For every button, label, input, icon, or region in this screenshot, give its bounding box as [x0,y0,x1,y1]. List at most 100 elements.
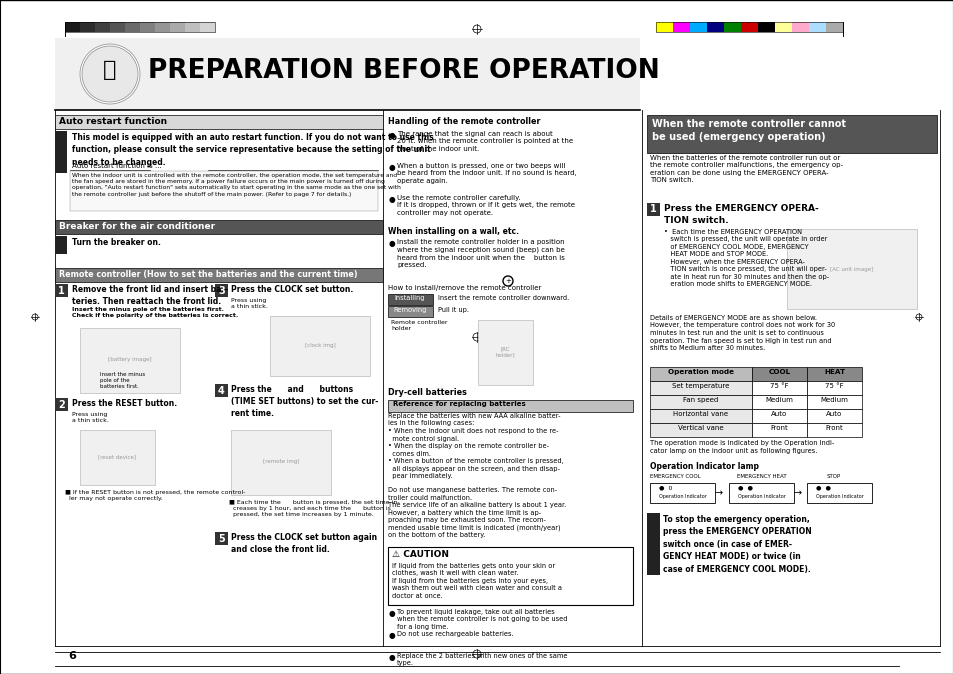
Text: Installing: Installing [395,295,425,301]
Text: Use the remote controller carefully.
If it is dropped, thrown or if it gets wet,: Use the remote controller carefully. If … [396,195,575,216]
Text: ✋: ✋ [103,60,116,80]
Text: 4: 4 [218,386,225,396]
Bar [214,532,228,545]
Text: Set temperature: Set temperature [672,383,729,389]
Bar [185,22,200,32]
Text: Press the      and      buttons
(TIME SET buttons) to set the cur-
rent time.: Press the and buttons (TIME SET buttons)… [231,385,378,418]
Text: How to install/remove the remote controller: How to install/remove the remote control… [388,285,540,291]
Text: Do not use manganese batteries. The remote con-
troller could malfunction.
The s: Do not use manganese batteries. The remo… [388,487,566,539]
Text: Front: Front [770,425,787,431]
Text: ●  ●: ● ● [738,485,752,490]
Text: Horizontal vane: Horizontal vane [673,411,728,417]
Bar [751,367,806,381]
Text: 6: 6 [68,651,76,661]
Circle shape [80,44,140,104]
Text: Auto: Auto [825,411,841,417]
Text: Do not use rechargeable batteries.: Do not use rechargeable batteries. [396,631,513,637]
Text: 1: 1 [649,204,657,214]
Bar [140,22,154,32]
Bar [80,22,95,32]
Text: [remote img]: [remote img] [262,460,299,464]
Text: ⚠ CAUTION: ⚠ CAUTION [392,550,449,559]
Text: Replace the 2 batteries with new ones of the same
type.: Replace the 2 batteries with new ones of… [396,653,567,667]
Text: Front: Front [824,425,842,431]
Bar [806,381,862,395]
Bar [751,381,806,395]
Text: Handling of the remote controller: Handling of the remote controller [388,117,540,126]
Bar [806,409,862,423]
Bar [656,22,672,32]
Bar [806,483,871,503]
Text: Breaker for the air conditioner: Breaker for the air conditioner [59,222,214,231]
Bar [55,268,382,282]
Text: STOP: STOP [826,474,841,479]
Text: Auto restart function: Auto restart function [59,117,167,126]
Text: When the remote controller cannot
be used (emergency operation): When the remote controller cannot be use… [651,119,845,142]
Text: 5: 5 [218,534,225,543]
Bar [649,483,714,503]
Bar [751,395,806,409]
Bar [55,236,67,254]
Text: Replace the batteries with new AAA alkaline batter-
ies in the following cases:
: Replace the batteries with new AAA alkal… [388,413,563,479]
Bar [388,294,433,305]
Text: When the indoor unit is controlled with the remote controller, the operation mod: When the indoor unit is controlled with … [71,173,400,197]
Bar [806,395,862,409]
Bar [649,423,751,437]
Bar [723,22,740,32]
Text: Pull it up.: Pull it up. [437,307,469,313]
Text: ●  ●: ● ● [815,485,830,490]
Text: •  Each time the EMERGENCY OPERATION
   switch is pressed, the unit will operate: • Each time the EMERGENCY OPERATION swit… [663,229,828,288]
Bar [791,22,808,32]
Text: 75 °F: 75 °F [769,383,788,389]
Text: ●: ● [389,195,395,204]
Text: Operation mode: Operation mode [667,369,733,375]
Text: When a button is pressed, one or two beeps will
be heard from the indoor unit. I: When a button is pressed, one or two bee… [396,163,577,184]
Text: HEAT: HEAT [823,369,844,375]
Text: The range that the signal can reach is about
20 ft. when the remote controller i: The range that the signal can reach is a… [396,131,573,152]
Bar [125,22,140,32]
Text: Auto: Auto [771,411,787,417]
Text: [reset device]: [reset device] [98,454,136,460]
Text: ●: ● [389,239,395,248]
Text: Fan speed: Fan speed [682,397,718,403]
Bar [649,367,751,381]
Bar [55,220,382,234]
Text: ■ Each time the      button is pressed, the set time in-
  creases by 1 hour, an: ■ Each time the button is pressed, the s… [229,500,399,518]
Text: +: + [504,278,511,284]
Text: Operation Indicator lamp: Operation Indicator lamp [649,462,759,471]
Text: When installing on a wall, etc.: When installing on a wall, etc. [388,227,518,236]
Bar [214,284,228,297]
Bar [728,483,793,503]
Circle shape [82,46,138,102]
Text: To prevent liquid leakage, take out all batteries
when the remote controller is : To prevent liquid leakage, take out all … [396,609,567,630]
Text: Medium: Medium [820,397,847,403]
Bar [55,131,67,173]
Bar [154,22,170,32]
Text: PREPARATION BEFORE OPERATION: PREPARATION BEFORE OPERATION [148,58,659,84]
Text: ●: ● [389,131,395,140]
Text: ●: ● [389,631,395,640]
Bar [200,22,214,32]
Bar [388,306,433,317]
Bar [806,423,862,437]
Text: Press using
a thin stick.: Press using a thin stick. [231,298,268,309]
Bar [649,381,751,395]
Text: Dry-cell batteries: Dry-cell batteries [388,388,466,397]
Bar [55,398,68,411]
Bar [825,22,842,32]
Bar [786,229,916,309]
Text: ●  0: ● 0 [659,485,672,490]
Text: Insert the minus
pole of the
batteries first.: Insert the minus pole of the batteries f… [100,372,145,389]
Text: ●: ● [389,163,395,172]
Bar [55,38,639,110]
Text: Insert the remote controller downward.: Insert the remote controller downward. [437,295,569,301]
Bar [388,400,633,412]
Text: Press the CLOCK set button.: Press the CLOCK set button. [231,285,353,294]
Text: 75 °F: 75 °F [824,383,842,389]
Text: [battery image]: [battery image] [108,357,152,363]
Bar [170,22,185,32]
Text: This model is equipped with an auto restart function. If you do not want to use : This model is equipped with an auto rest… [71,133,434,167]
Bar [55,115,382,129]
Text: 2: 2 [58,400,65,410]
Bar [758,22,774,32]
